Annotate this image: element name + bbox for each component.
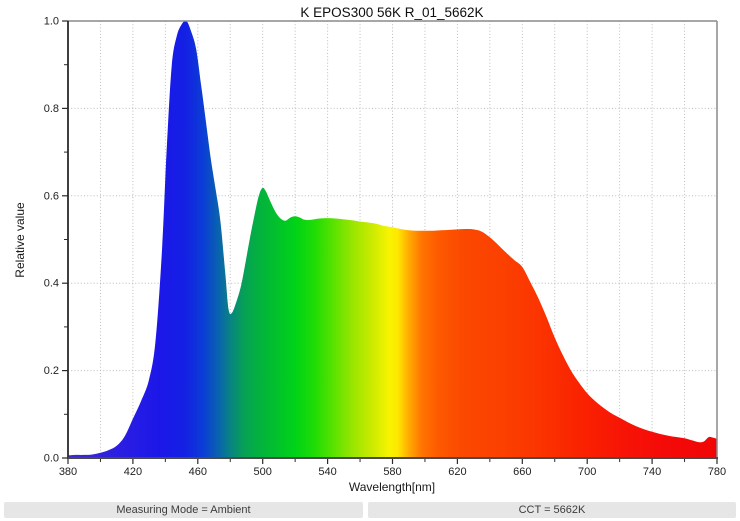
x-tick-label: 580: [383, 466, 401, 478]
y-axis-label: Relative value: [13, 202, 27, 278]
tick-marks: [62, 20, 718, 464]
x-tick-label: 780: [708, 466, 726, 478]
x-tick-label: 380: [59, 466, 77, 478]
y-tick-label: 0.6: [44, 190, 59, 202]
x-tick-label: 660: [513, 466, 531, 478]
x-tick-label: 620: [448, 466, 466, 478]
y-tick-label: 0.2: [44, 365, 59, 377]
x-tick-label: 700: [578, 466, 596, 478]
y-tick-label: 0.4: [44, 278, 59, 290]
cct-text: CCT = 5662K: [518, 504, 586, 516]
measuring-mode-badge: Measuring Mode = Ambient: [4, 502, 363, 518]
spectrum-area: [68, 21, 717, 458]
y-tick-label: 0.8: [44, 103, 59, 115]
x-axis-label: Wavelength[nm]: [349, 480, 435, 494]
chart-title: K EPOS300 56K R_01_5662K: [300, 5, 483, 20]
y-tick-label: 1.0: [44, 16, 59, 28]
x-tick-label: 500: [254, 466, 272, 478]
measuring-mode-text: Measuring Mode = Ambient: [116, 504, 251, 516]
y-tick-label: 0.0: [44, 453, 59, 465]
tick-labels: 380 420 460 500 540 580 620 660 700 740 780 0.0 0.2 0…: [44, 16, 726, 479]
cct-badge: CCT = 5662K: [368, 502, 736, 518]
x-tick-label: 420: [124, 466, 142, 478]
spectral-distribution-chart: 380 420 460 500 540 580 620 660 700 740 780 0.0 0.2 0…: [13, 5, 726, 494]
x-tick-label: 460: [189, 466, 207, 478]
x-tick-label: 740: [643, 466, 661, 478]
x-tick-label: 540: [318, 466, 336, 478]
